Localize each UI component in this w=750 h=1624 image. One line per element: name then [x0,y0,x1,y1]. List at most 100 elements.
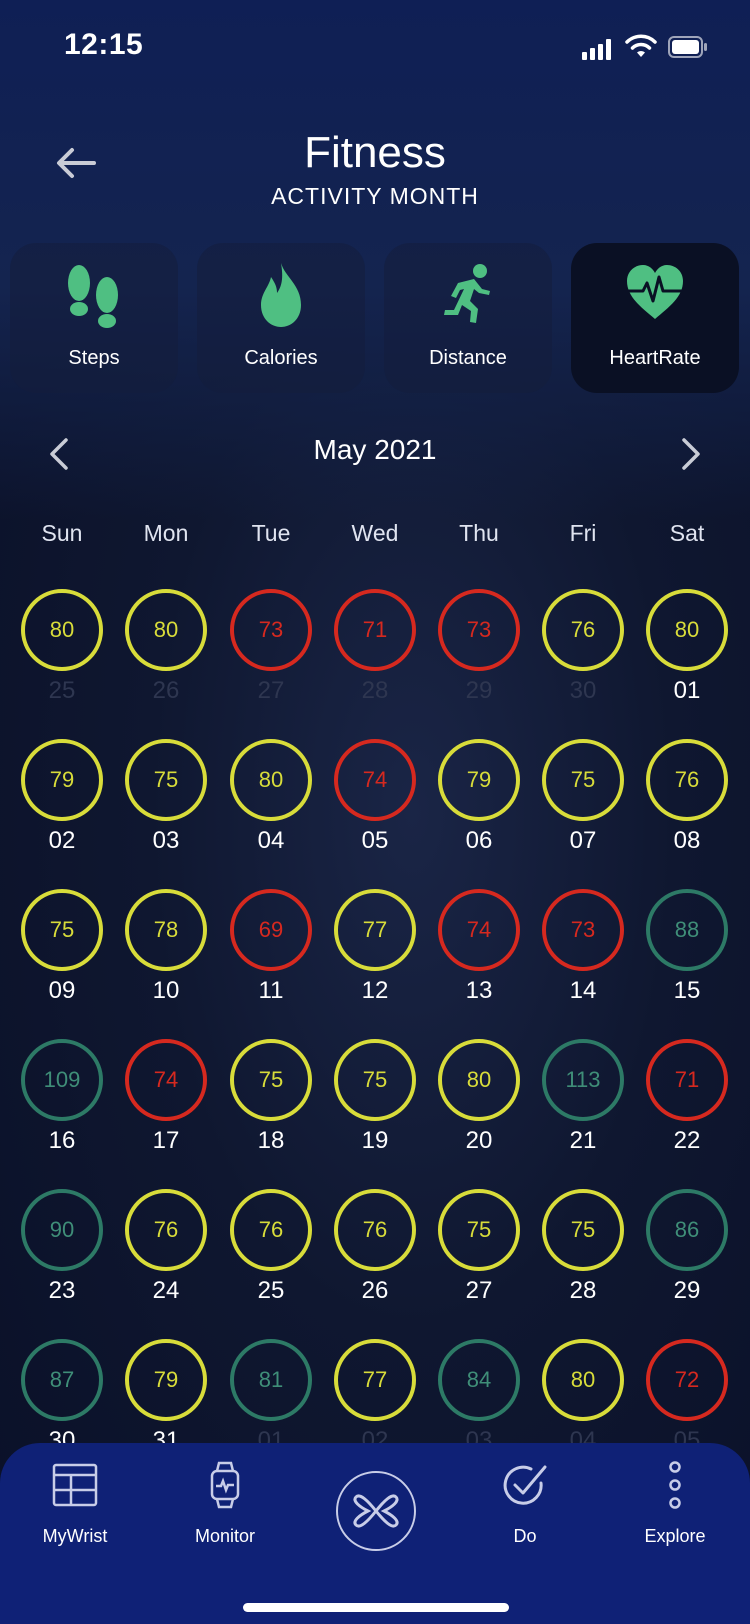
calendar-day[interactable]: 76 25 [226,1189,316,1319]
nav-monitor[interactable]: Monitor [150,1461,300,1561]
runner-icon [444,264,490,323]
calendar-day[interactable]: 109 16 [17,1039,107,1169]
calendar-day[interactable]: 80 20 [434,1039,524,1169]
heart-rate-ring: 75 [230,1039,312,1121]
back-arrow-icon[interactable] [54,145,98,181]
calendar-day[interactable]: 71 28 [330,589,420,719]
calendar-day[interactable]: 80 26 [121,589,211,719]
calendar-day[interactable]: 75 07 [538,739,628,869]
calendar-day[interactable]: 75 28 [538,1189,628,1319]
calendar-day[interactable]: 75 09 [17,889,107,1019]
calendar-day[interactable]: 90 23 [17,1189,107,1319]
calendar-day[interactable]: 75 19 [330,1039,420,1169]
weekday-label: Sun [41,520,83,546]
day-number: 18 [257,1127,285,1154]
heart-rate-ring: 88 [646,889,728,971]
calendar-day[interactable]: 86 29 [642,1189,732,1319]
calendar-day[interactable]: 75 03 [121,739,211,869]
calendar-day[interactable]: 76 24 [121,1189,211,1319]
day-number: 27 [257,677,285,704]
tab-heartrate[interactable]: HeartRate [571,243,739,393]
day-number: 04 [257,827,285,854]
status-time: 12:15 [64,28,144,61]
weekday-label: Mon [143,520,189,546]
heart-rate-ring: 79 [21,739,103,821]
heart-rate-ring: 76 [646,739,728,821]
tab-distance[interactable]: Distance [384,243,552,393]
day-number: 05 [361,827,389,854]
heart-rate-ring: 80 [542,1339,624,1421]
calendar-day[interactable]: 74 13 [434,889,524,1019]
nav-explore[interactable]: Explore [600,1461,750,1561]
nav-home[interactable] [336,1471,416,1551]
page-title: Fitness [304,128,446,177]
day-number: 09 [48,977,76,1004]
day-number: 10 [152,977,180,1004]
previous-month-icon[interactable] [44,434,74,474]
calendar-day[interactable]: 74 17 [121,1039,211,1169]
metric-tabs: Steps Calories Distance HeartRate [10,243,750,393]
day-number: 08 [673,827,701,854]
weekday-label: Wed [351,520,399,546]
calendar-day[interactable]: 76 08 [642,739,732,869]
calendar-day[interactable]: 79 06 [434,739,524,869]
calendar-day[interactable]: 74 05 [330,739,420,869]
heart-rate-ring: 75 [334,1039,416,1121]
day-number: 27 [465,1277,493,1304]
calendar-day[interactable]: 88 15 [642,889,732,1019]
day-number: 25 [257,1277,285,1304]
heart-pulse-icon [627,265,683,319]
day-number: 07 [569,827,597,854]
day-number: 12 [361,977,389,1004]
heart-rate-ring: 80 [125,589,207,671]
day-number: 20 [465,1127,493,1154]
tab-calories[interactable]: Calories [197,243,365,393]
day-number: 28 [569,1277,597,1304]
check-circle-icon [503,1465,547,1505]
tab-steps[interactable]: Steps [10,243,178,393]
calendar-day[interactable]: 72 05 [642,1339,732,1469]
calendar-day[interactable]: 80 25 [17,589,107,719]
calendar-day[interactable]: 80 04 [538,1339,628,1469]
heart-rate-ring: 78 [125,889,207,971]
heart-rate-ring: 75 [438,1189,520,1271]
calendar-day[interactable]: 75 18 [226,1039,316,1169]
day-number: 22 [673,1127,701,1154]
calendar-day[interactable]: 73 27 [226,589,316,719]
day-number: 26 [152,677,180,704]
calendar-day[interactable]: 80 04 [226,739,316,869]
day-number: 06 [465,827,493,854]
calendar-day[interactable]: 79 02 [17,739,107,869]
calendar-day[interactable]: 78 10 [121,889,211,1019]
calendar-day[interactable]: 77 12 [330,889,420,1019]
tab-label: HeartRate [609,347,701,369]
heart-rate-ring: 81 [230,1339,312,1421]
heart-rate-ring: 79 [125,1339,207,1421]
weekday-label: Tue [251,520,291,546]
day-number: 23 [48,1277,76,1304]
heart-rate-ring: 73 [542,889,624,971]
heart-rate-ring: 84 [438,1339,520,1421]
calendar-day[interactable]: 113 21 [538,1039,628,1169]
flame-icon [261,263,301,327]
heart-rate-ring: 86 [646,1189,728,1271]
calendar-day[interactable]: 76 26 [330,1189,420,1319]
calendar-day[interactable]: 75 27 [434,1189,524,1319]
calendar-day[interactable]: 73 29 [434,589,524,719]
day-number: 15 [673,977,701,1004]
calendar-day[interactable]: 71 22 [642,1039,732,1169]
nav-do[interactable]: Do [450,1461,600,1561]
heart-rate-ring: 71 [334,589,416,671]
heart-rate-ring: 76 [230,1189,312,1271]
calendar-day[interactable]: 80 01 [642,589,732,719]
calendar-day[interactable]: 73 14 [538,889,628,1019]
calendar-day[interactable]: 76 30 [538,589,628,719]
calendar-day[interactable]: 69 11 [226,889,316,1019]
next-month-icon[interactable] [676,434,706,474]
day-number: 29 [465,677,493,704]
heart-rate-ring: 73 [438,589,520,671]
heart-rate-ring: 72 [646,1339,728,1421]
day-number: 02 [48,827,76,854]
heart-rate-ring: 75 [542,1189,624,1271]
nav-mywrist[interactable]: MyWrist [0,1461,150,1561]
